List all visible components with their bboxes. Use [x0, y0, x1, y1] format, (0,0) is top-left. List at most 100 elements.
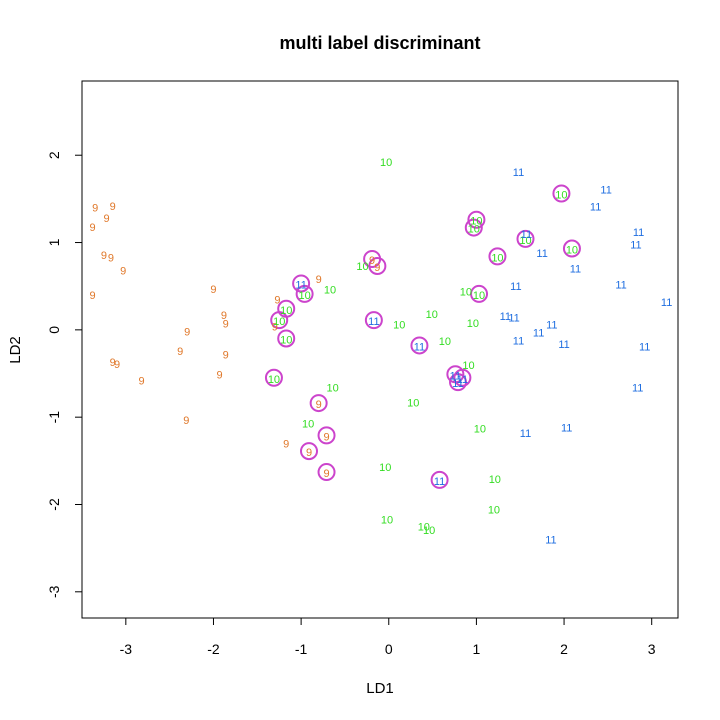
plot-frame — [81, 80, 679, 619]
highlight-circle — [317, 426, 336, 445]
point-label-10: 10 — [327, 382, 339, 394]
chart-title: multi label discriminant — [279, 33, 480, 53]
highlight-circle — [270, 311, 289, 330]
y-tick-label: -1 — [46, 411, 62, 424]
point-label-9: 9 — [217, 369, 223, 381]
point-label-9: 9 — [120, 265, 126, 277]
point-label-9: 9 — [110, 357, 116, 369]
point-label-11: 11 — [630, 239, 641, 251]
highlight-circle — [317, 463, 336, 482]
point-label-11: 11 — [510, 281, 521, 293]
point-label-11: 11 — [590, 202, 601, 214]
point-label-10: 10 — [473, 290, 485, 302]
point-label-9: 9 — [184, 327, 190, 339]
point-label-10: 10 — [489, 474, 501, 486]
point-label-11: 11 — [513, 167, 524, 179]
point-label-9: 9 — [221, 310, 227, 322]
x-tick-label: 3 — [648, 641, 656, 657]
point-label-9: 9 — [92, 203, 98, 215]
point-label-11: 11 — [600, 184, 611, 196]
point-label-10: 10 — [356, 261, 368, 273]
point-label-9: 9 — [89, 290, 95, 302]
point-label-10: 10 — [407, 397, 419, 409]
y-tick-label: 1 — [46, 238, 62, 246]
point-label-11: 11 — [450, 370, 461, 382]
point-label-10: 10 — [460, 286, 472, 298]
point-label-9: 9 — [177, 346, 183, 358]
point-label-11: 11 — [520, 428, 531, 440]
point-label-9: 9 — [369, 255, 375, 267]
x-axis-label: LD1 — [366, 680, 394, 697]
y-tick-label: 0 — [46, 326, 62, 334]
point-label-9: 9 — [210, 284, 216, 296]
point-label-10: 10 — [393, 320, 405, 332]
point-label-11: 11 — [457, 374, 468, 386]
point-label-9: 9 — [103, 213, 109, 225]
x-tick-label: -2 — [207, 641, 220, 657]
point-label-9: 9 — [183, 415, 189, 427]
point-label-9: 9 — [323, 468, 329, 480]
highlight-circle — [368, 256, 387, 275]
point-label-9: 9 — [316, 399, 322, 411]
highlight-circle — [292, 274, 311, 293]
point-label-10: 10 — [423, 525, 435, 537]
point-label-9: 9 — [223, 349, 229, 361]
point-label-11: 11 — [368, 316, 379, 328]
point-label-9: 9 — [272, 321, 278, 333]
y-tick-label: 2 — [46, 151, 62, 159]
highlight-circle — [464, 218, 483, 237]
highlight-circle — [300, 442, 319, 461]
point-label-10: 10 — [519, 235, 531, 247]
highlight-circle — [295, 284, 314, 303]
point-label-11: 11 — [536, 248, 547, 260]
point-label-9: 9 — [223, 319, 229, 331]
point-label-11: 11 — [508, 313, 519, 325]
point-label-10: 10 — [439, 336, 451, 348]
highlight-circle — [309, 394, 328, 413]
point-label-10: 10 — [467, 318, 479, 330]
highlight-circle — [410, 336, 429, 355]
point-label-11: 11 — [661, 297, 672, 309]
highlight-circle — [449, 373, 468, 392]
y-axis-label: LD2 — [7, 336, 24, 364]
highlight-circle — [488, 247, 507, 266]
point-label-11: 11 — [561, 423, 572, 435]
point-label-10: 10 — [379, 462, 391, 474]
point-label-11: 11 — [521, 229, 532, 241]
point-label-11: 11 — [513, 335, 524, 347]
point-label-11: 11 — [414, 341, 425, 353]
point-label-11: 11 — [633, 227, 644, 239]
highlight-circle — [552, 184, 571, 203]
point-label-11: 11 — [452, 378, 463, 390]
point-label-9: 9 — [139, 375, 145, 387]
highlight-circle — [430, 470, 449, 489]
point-label-11: 11 — [533, 327, 544, 339]
point-label-9: 9 — [283, 438, 289, 450]
highlight-circle — [470, 284, 489, 303]
point-label-11: 11 — [558, 339, 569, 351]
point-label-10: 10 — [280, 305, 292, 317]
point-label-9: 9 — [316, 274, 322, 286]
point-label-11: 11 — [615, 279, 626, 291]
point-label-11: 11 — [434, 476, 445, 488]
point-label-11: 11 — [546, 320, 557, 332]
point-label-9: 9 — [89, 222, 95, 234]
point-label-10: 10 — [268, 374, 280, 386]
point-label-9: 9 — [108, 252, 114, 264]
point-label-10: 10 — [426, 309, 438, 321]
y-axis: -3 -2 -1 0 1 2 — [46, 151, 82, 598]
highlight-circle — [364, 311, 383, 330]
point-label-11: 11 — [632, 382, 643, 394]
point-label-9: 9 — [101, 250, 107, 262]
point-label-10: 10 — [298, 290, 310, 302]
point-label-10: 10 — [280, 334, 292, 346]
highlight-circle — [264, 368, 283, 387]
point-label-10: 10 — [468, 224, 480, 236]
highlight-circle — [453, 368, 472, 387]
point-label-9: 9 — [114, 359, 120, 371]
point-label-9: 9 — [110, 201, 116, 213]
highlight-circle — [277, 329, 296, 348]
point-label-10: 10 — [418, 521, 430, 533]
